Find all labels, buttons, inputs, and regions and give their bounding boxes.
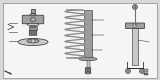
FancyBboxPatch shape [85,68,91,72]
FancyBboxPatch shape [31,9,35,13]
FancyBboxPatch shape [125,23,144,28]
Ellipse shape [79,57,97,61]
Circle shape [32,18,34,21]
Ellipse shape [18,38,48,46]
Circle shape [140,68,144,74]
Circle shape [31,17,36,22]
Circle shape [134,6,136,8]
FancyBboxPatch shape [22,15,44,24]
Ellipse shape [30,14,36,15]
Circle shape [141,70,143,72]
FancyBboxPatch shape [29,26,37,30]
Ellipse shape [27,39,39,43]
Ellipse shape [27,23,39,26]
FancyBboxPatch shape [29,31,37,35]
FancyBboxPatch shape [144,69,148,72]
FancyBboxPatch shape [84,10,92,58]
Circle shape [31,39,35,43]
FancyBboxPatch shape [3,3,157,78]
FancyBboxPatch shape [144,72,148,75]
FancyBboxPatch shape [132,28,138,65]
Circle shape [127,70,129,72]
FancyBboxPatch shape [87,58,89,68]
Circle shape [133,24,137,28]
Ellipse shape [85,72,91,74]
Circle shape [132,4,137,10]
Circle shape [125,68,131,74]
